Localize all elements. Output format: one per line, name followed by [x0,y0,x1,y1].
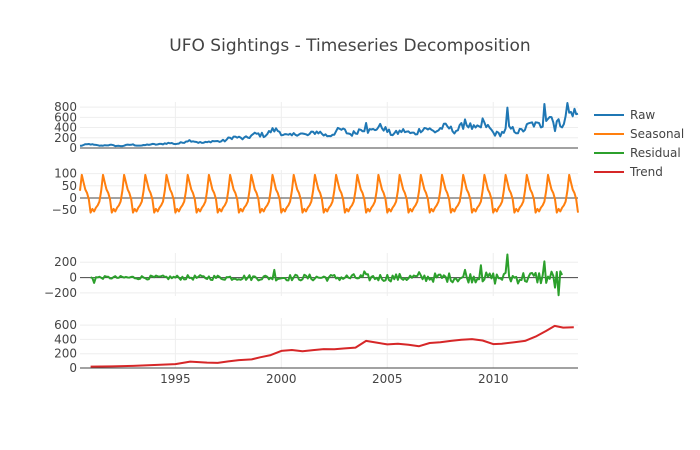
y-tick-label: 0 [69,141,77,155]
legend-item-raw[interactable]: Raw [594,108,655,122]
legend-label: Trend [629,165,663,179]
y-tick-label: 0 [69,191,77,205]
trend-series-line [90,324,574,368]
y-tick-label: −50 [52,203,77,217]
legend-item-seasonal[interactable]: Seasonal [594,127,684,141]
legend-label: Seasonal [630,127,684,141]
y-tick-label: 800 [54,100,77,114]
y-tick-label: 400 [54,121,77,135]
x-axis: 1995 2000 2005 2010 [160,372,508,386]
y-tick-label: 0 [69,361,77,375]
legend-label: Residual [630,146,681,160]
y-tick-label: 100 [54,167,77,181]
x-tick-label: 2005 [372,372,403,386]
legend-item-trend[interactable]: Trend [594,165,663,179]
y-tick-label: 200 [54,131,77,145]
raw-series-line [79,102,579,148]
chart-title: UFO Sightings - Timeseries Decomposition [169,36,530,56]
x-tick-label: 1995 [160,372,191,386]
y-tick-label: 600 [54,110,77,124]
y-tick-label: 400 [54,332,77,346]
y-tick-label: 600 [54,318,77,332]
legend[interactable]: Raw Seasonal Residual Trend [594,108,684,179]
y-tick-label: 0 [69,271,77,285]
x-tick-label: 2010 [478,372,509,386]
y-tick-label: 200 [54,255,77,269]
x-tick-label: 2000 [266,372,297,386]
legend-label: Raw [630,108,655,122]
y-tick-label: 50 [62,179,77,193]
y-tick-label: 200 [54,347,77,361]
seasonal-series-line [79,173,579,214]
residual-panel: −2000 200 [44,253,578,300]
y-tick-label: −200 [44,286,77,300]
residual-series-line [90,253,563,297]
legend-item-residual[interactable]: Residual [594,146,681,160]
